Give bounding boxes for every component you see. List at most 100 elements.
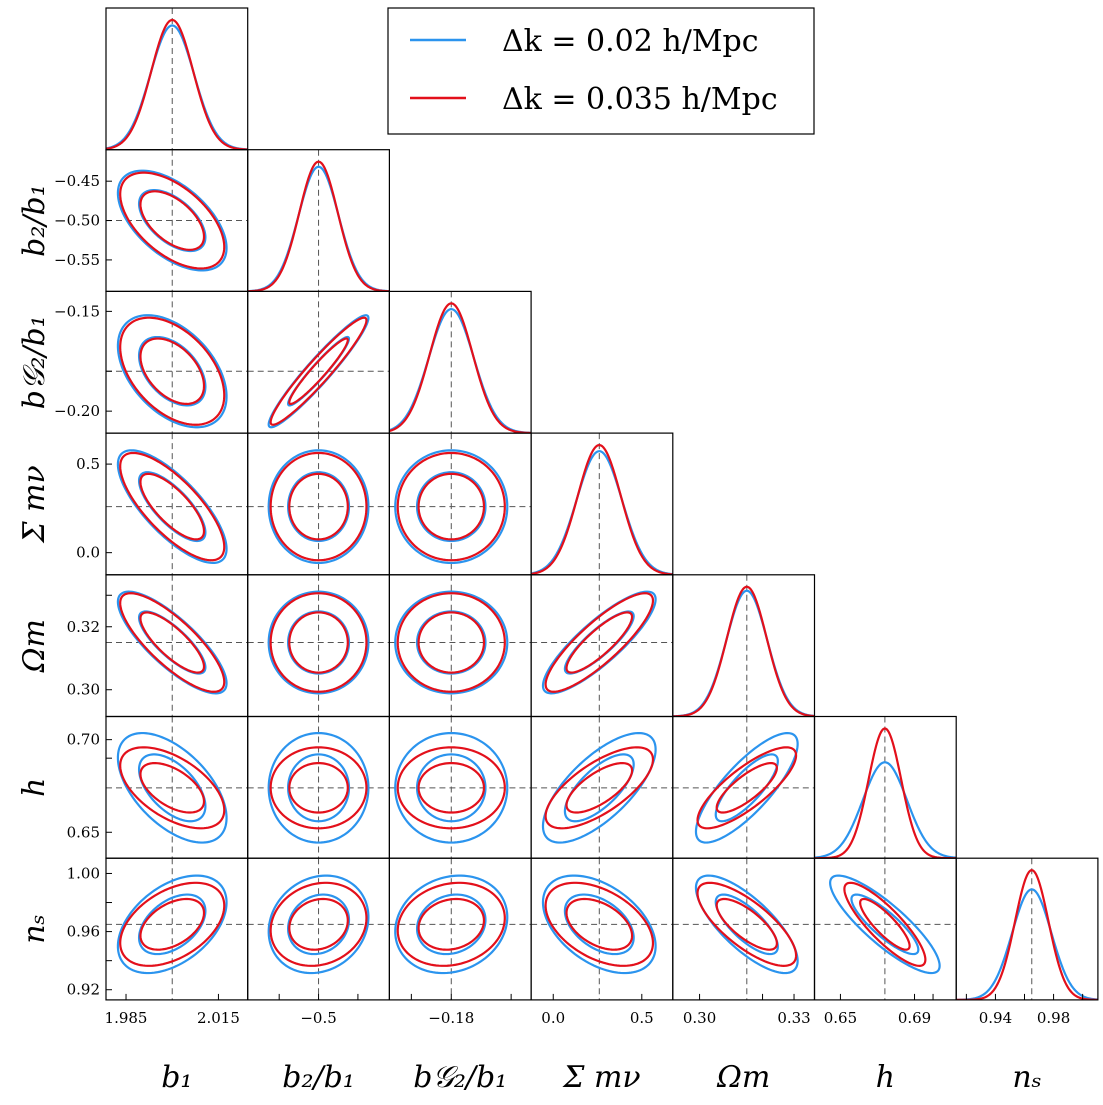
contour-95-series-0 (116, 874, 228, 975)
y-tick-label: 0.65 (67, 823, 100, 841)
contour-95-series-1 (119, 316, 226, 426)
panel-h-vs-bg2b1 (388, 715, 532, 859)
marginal-curve-om-series-0 (672, 589, 815, 717)
y-tick-label: 0.0 (76, 544, 100, 562)
y-tick-label: −0.20 (54, 402, 100, 420)
contour-68-series-1 (715, 761, 778, 814)
x-tick-label: 0.94 (979, 1009, 1012, 1027)
marginal-curve-b1-series-1 (106, 18, 248, 150)
panel-h-vs-b1: 0.65 0.70 h (17, 715, 249, 859)
panel-frame (105, 574, 249, 718)
y-tick-label: 1.00 (67, 864, 100, 882)
contour-95-series-0 (116, 169, 228, 272)
contour-95-series-0 (267, 590, 370, 695)
x-axis-label-h: h (876, 1060, 895, 1095)
marginal-curve-bg2b1-series-1 (389, 302, 532, 434)
panel-mnu-vs-mnu (530, 432, 674, 576)
contour-68-series-1 (139, 337, 206, 406)
panel-content (531, 858, 673, 1000)
contour-95-series-0 (394, 731, 509, 844)
contour-95-series-0 (267, 874, 370, 975)
y-axis-label-h: h (17, 778, 52, 797)
x-tick-label: 0.65 (824, 1009, 857, 1027)
panel-bg2b1-vs-bg2b1 (388, 290, 532, 434)
contour-68-series-1 (139, 762, 206, 814)
y-tick-label: 0.96 (67, 923, 100, 941)
contour-68-series-1 (139, 190, 206, 251)
contour-95-series-1 (119, 592, 226, 693)
contour-95-series-1 (396, 881, 506, 967)
marginal-curve-om-series-1 (672, 585, 815, 717)
contour-68-series-1 (417, 472, 486, 541)
panel-b1-vs-b1 (105, 7, 249, 151)
panel-ns-vs-b2b1: −0.5 b₂/b₁ (247, 857, 390, 1095)
panel-om-vs-bg2b1 (388, 574, 532, 718)
panel-content (106, 433, 248, 575)
panel-frame (530, 432, 674, 576)
panel-content (106, 149, 248, 292)
x-tick-label: 0.69 (898, 1009, 931, 1027)
x-tick-label: 0.5 (630, 1009, 654, 1027)
panel-content (531, 716, 673, 859)
contour-95-series-0 (829, 874, 941, 975)
panel-content (672, 574, 815, 717)
contour-95-series-0 (116, 314, 228, 429)
panel-h-vs-mnu (530, 715, 674, 859)
x-axis-label-ns: nₛ (1012, 1060, 1041, 1095)
contour-95-series-1 (544, 592, 655, 693)
contour-95-series-1 (544, 746, 655, 830)
contour-95-series-1 (119, 881, 226, 967)
panel-bg2b1-vs-b2b1 (247, 290, 390, 434)
panel-frame (105, 290, 249, 434)
y-tick-label: 0.92 (67, 981, 100, 999)
contour-95-series-1 (269, 746, 368, 830)
panel-ns-vs-h: 0.65 0.69 h (813, 857, 957, 1095)
contour-95-series-1 (396, 451, 506, 562)
panel-frame (388, 574, 532, 718)
marginal-curve-b1-series-0 (106, 24, 248, 150)
contour-95-series-0 (116, 731, 228, 844)
contour-95-series-1 (396, 746, 506, 830)
panel-content (389, 716, 532, 859)
contour-95-series-0 (394, 449, 509, 565)
panel-frame (388, 857, 532, 1001)
panel-content (247, 574, 390, 717)
contour-68-series-1 (565, 611, 634, 674)
marginal-curve-mnu-series-0 (531, 450, 673, 575)
panel-content (389, 433, 532, 575)
panel-b2b1-vs-b2b1 (247, 149, 390, 292)
x-tick-label: −0.5 (300, 1009, 336, 1027)
y-tick-label: 0.32 (67, 618, 100, 636)
y-tick-label: −0.15 (54, 302, 100, 320)
panel-om-vs-b1: 0.30 0.32 Ωm (17, 574, 249, 718)
panel-content (106, 8, 248, 150)
contour-68-series-1 (417, 897, 486, 951)
contour-95-series-1 (119, 171, 226, 270)
panel-content (106, 858, 248, 1000)
panel-h-vs-b2b1 (247, 715, 390, 859)
y-axis-label-mnu: Σ mν (17, 465, 52, 543)
panel-content (672, 716, 815, 859)
contour-95-series-0 (267, 449, 370, 565)
contour-95-series-0 (267, 731, 370, 844)
panel-content (672, 858, 815, 1000)
panel-content (814, 716, 957, 859)
contour-95-series-1 (269, 451, 368, 562)
contour-68-series-1 (139, 611, 206, 674)
marginal-curve-ns-series-0 (956, 888, 1098, 1000)
contour-68-series-0 (137, 893, 207, 956)
contour-68-series-1 (288, 897, 349, 951)
contour-95-series-0 (116, 449, 228, 565)
panel-content (247, 433, 390, 575)
contour-68-series-0 (415, 471, 487, 543)
contour-68-series-0 (287, 893, 351, 956)
panel-om-vs-mnu (530, 574, 674, 718)
panel-content (956, 858, 1098, 1000)
contour-68-series-1 (139, 472, 206, 541)
contour-95-series-0 (541, 874, 657, 975)
y-tick-label: −0.45 (54, 172, 100, 190)
panel-frame (672, 574, 816, 718)
x-axis-label-b2b1: b₂/b₁ (282, 1060, 355, 1095)
